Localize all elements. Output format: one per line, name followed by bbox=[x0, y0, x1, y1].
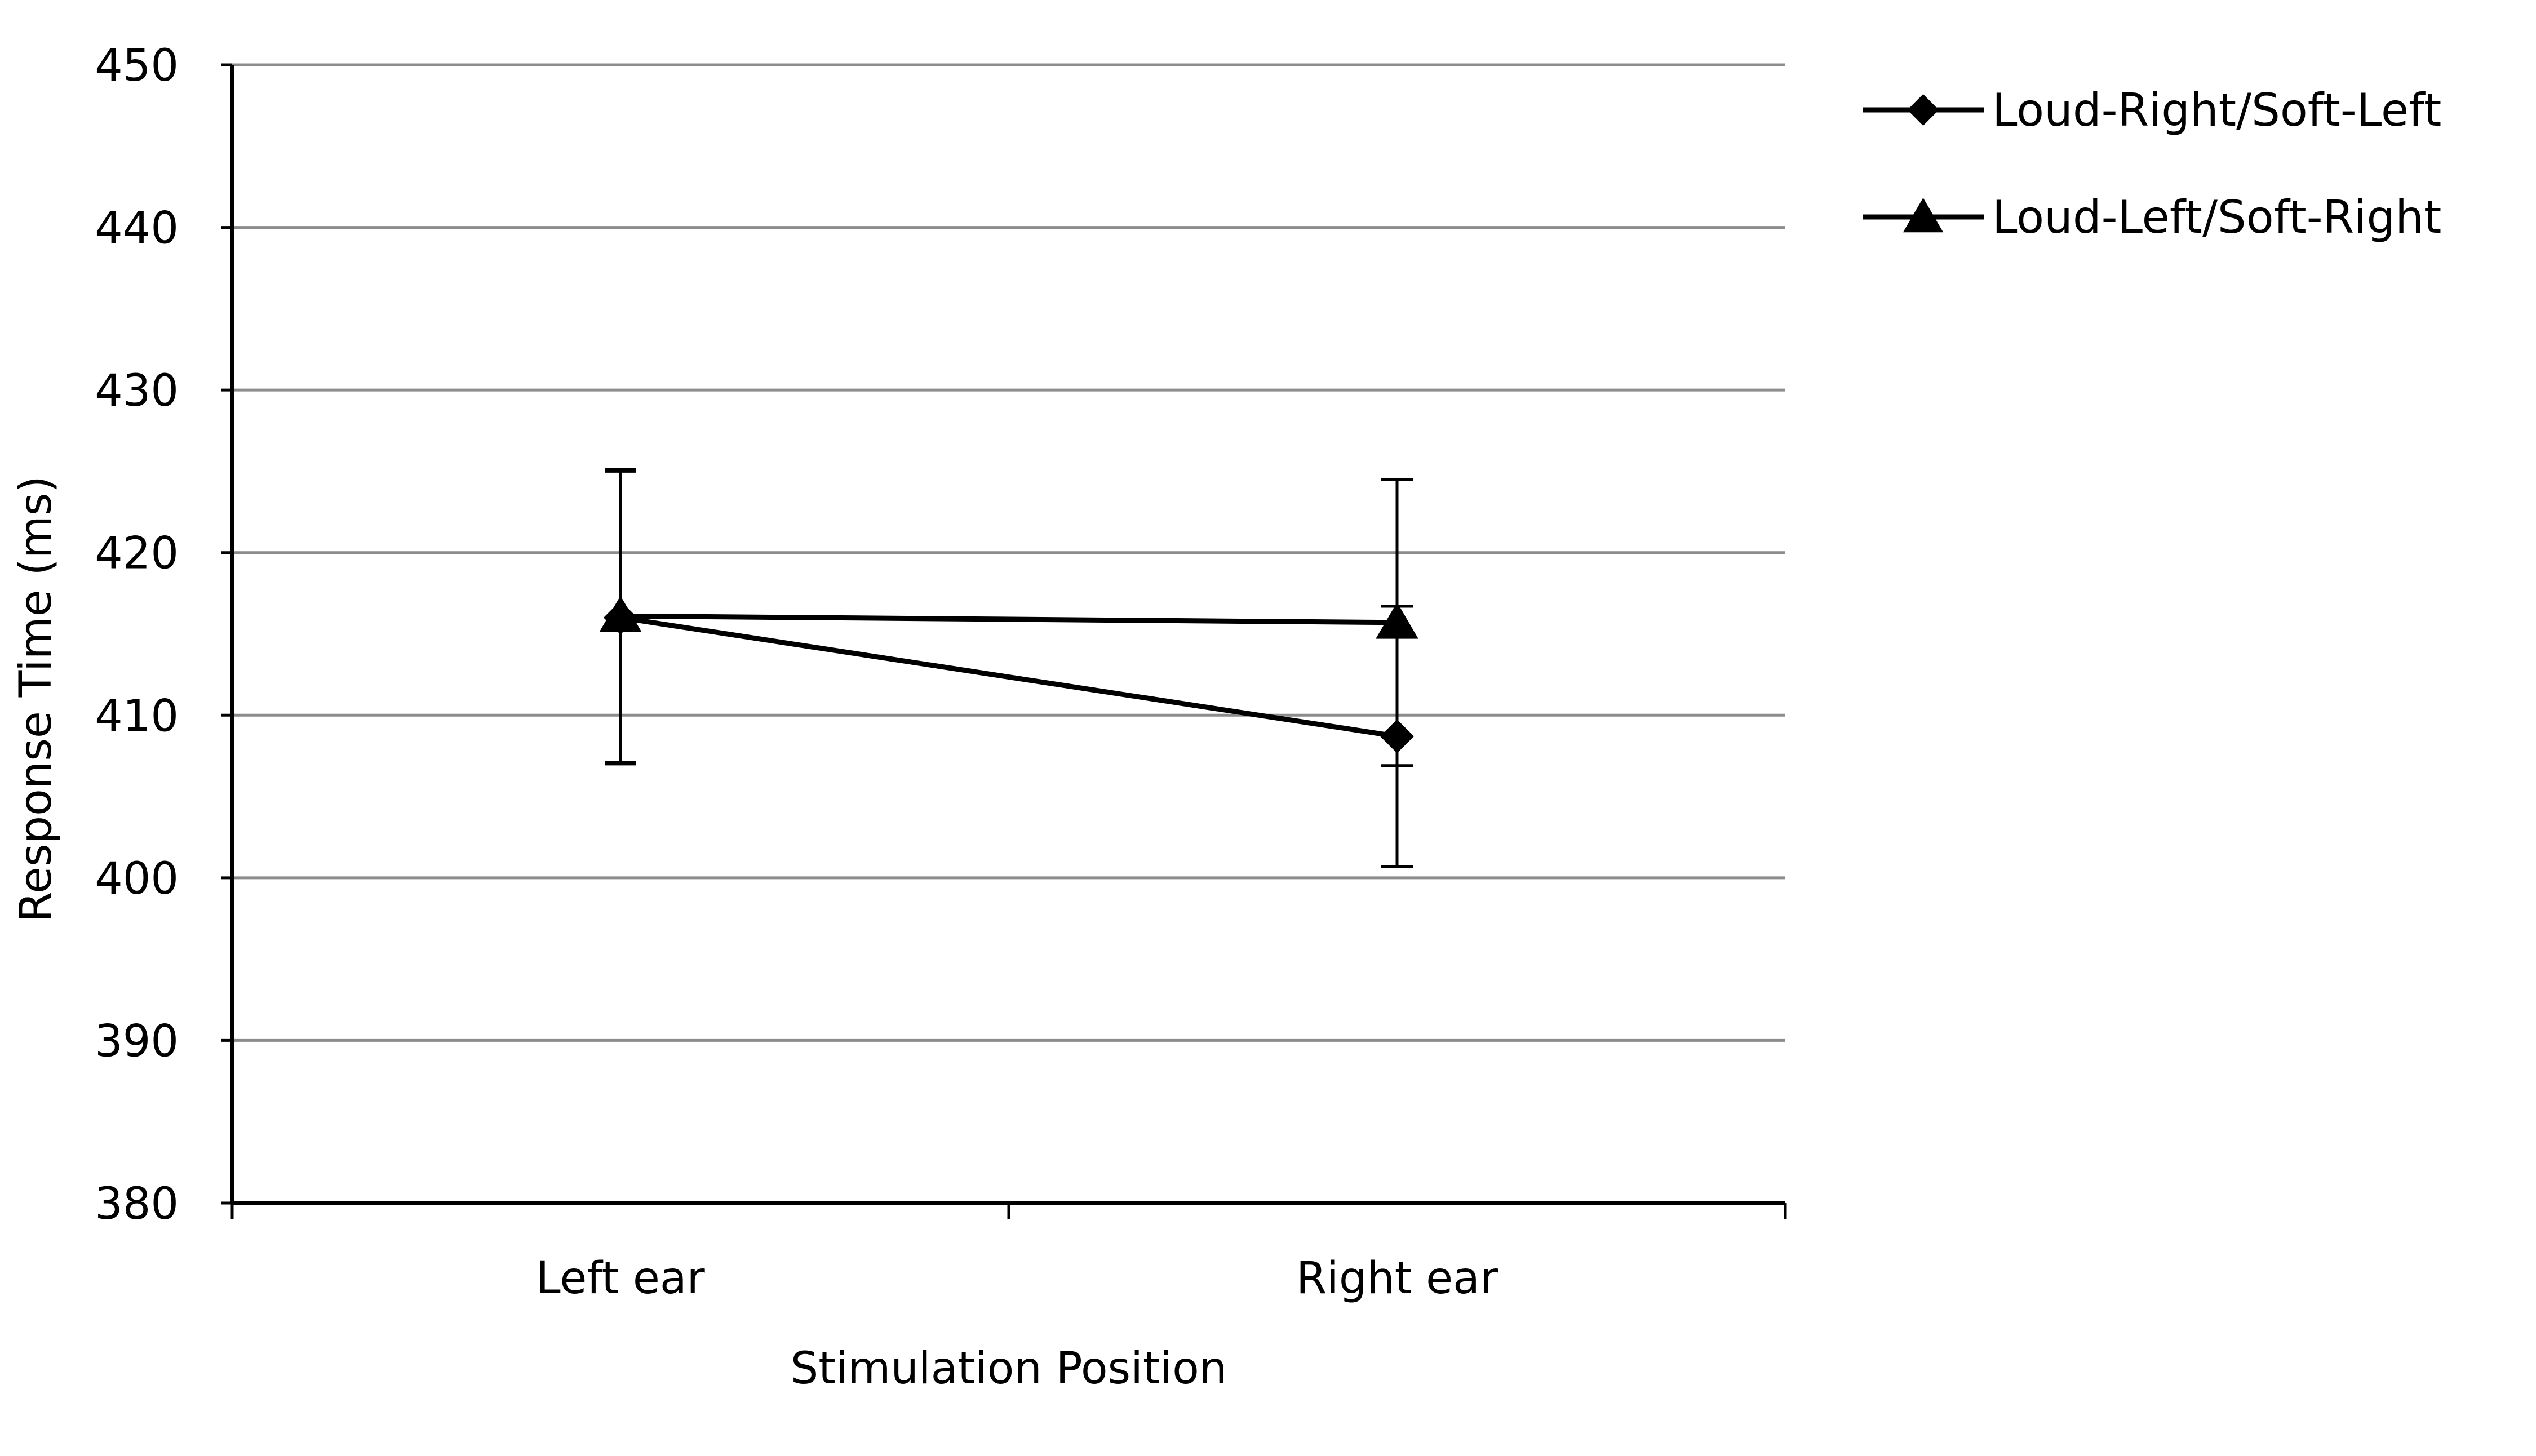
legend-diamond-marker bbox=[1907, 94, 1939, 126]
series-loud-right-soft-left bbox=[604, 469, 1414, 868]
gridlines bbox=[221, 63, 1785, 1205]
legend: Loud-Right/Soft-Left Loud-Left/Soft-Righ… bbox=[1863, 84, 2441, 243]
y-tick-label-430: 430 bbox=[95, 366, 179, 416]
y-tick-label-410: 410 bbox=[95, 691, 179, 742]
triangle-marker-loud-left-soft-right-0 bbox=[599, 596, 642, 633]
x-tick-labels: Left ear Right ear bbox=[230, 1203, 1787, 1304]
legend-item-loud-left-soft-right: Loud-Left/Soft-Right bbox=[1863, 191, 2441, 243]
legend-label-loud-right-soft-left: Loud-Right/Soft-Left bbox=[1992, 84, 2441, 136]
series bbox=[599, 468, 1418, 868]
triangle-marker-loud-left-soft-right-1 bbox=[1376, 602, 1418, 639]
series-line-loud-right-soft-left bbox=[620, 615, 1398, 739]
y-axis-title: Response Time (ms) bbox=[11, 476, 61, 922]
x-tick-label-left-ear: Left ear bbox=[536, 1253, 705, 1304]
legend-label-loud-left-soft-right: Loud-Left/Soft-Right bbox=[1992, 191, 2441, 243]
x-tick-label-right-ear: Right ear bbox=[1296, 1253, 1498, 1304]
y-tick-label-450: 450 bbox=[95, 41, 179, 91]
y-tick-label-390: 390 bbox=[95, 1016, 179, 1067]
series-line-loud-left-soft-right bbox=[620, 613, 1398, 625]
y-tick-label-420: 420 bbox=[95, 529, 179, 579]
y-tick-label-400: 400 bbox=[95, 854, 179, 904]
legend-item-loud-right-soft-left: Loud-Right/Soft-Left bbox=[1863, 84, 2441, 136]
y-tick-labels: 380 390 400 410 420 430 440 450 bbox=[95, 41, 179, 1229]
y-tick-label-380: 380 bbox=[95, 1179, 179, 1229]
y-tick-label-440: 440 bbox=[95, 203, 179, 254]
series-loud-left-soft-right bbox=[599, 468, 1418, 767]
legend-triangle-marker bbox=[1903, 198, 1944, 233]
x-axis-title: Stimulation Position bbox=[791, 1343, 1227, 1394]
axes bbox=[230, 65, 1785, 1205]
